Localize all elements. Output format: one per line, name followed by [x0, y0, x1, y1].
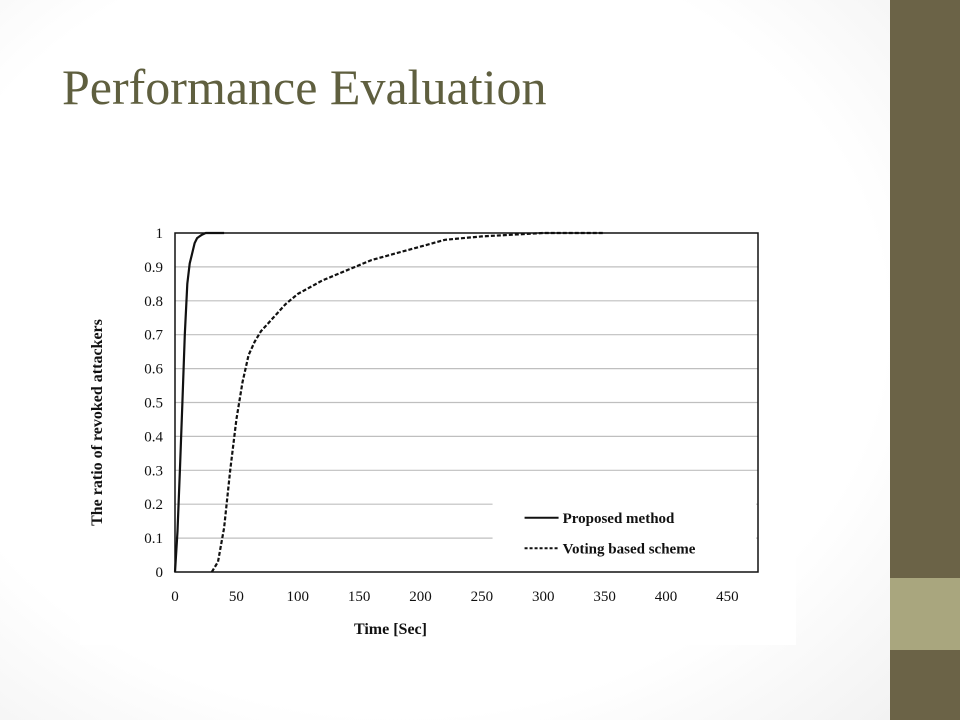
sidebar-bottom-block	[890, 650, 960, 720]
chart-background	[80, 195, 796, 645]
x-tick-label: 450	[716, 589, 739, 605]
legend-label-voting-based-scheme: Voting based scheme	[563, 541, 696, 557]
sidebar-accent-block	[890, 578, 960, 650]
x-tick-label: 50	[229, 589, 244, 605]
y-tick-label: 0	[156, 565, 164, 581]
y-tick-label: 0.5	[144, 396, 163, 412]
legend-background	[492, 497, 756, 569]
x-axis-label: Time [Sec]	[354, 621, 427, 638]
gridlines	[175, 266, 758, 539]
x-tick-label: 250	[471, 589, 494, 605]
slide-title: Performance Evaluation	[62, 59, 547, 115]
y-tick-label: 0.6	[144, 362, 163, 378]
x-tick-label: 100	[286, 589, 309, 605]
chart-container: 0 50 100 150 200 250 300 350 400 450 0 0.1 0.2 0.3 0.…	[80, 195, 796, 645]
x-tick-labels: 0 50 100 150 200 250 300 350 400 450	[171, 589, 738, 605]
legend-label-proposed-method: Proposed method	[563, 511, 675, 527]
x-tick-label: 400	[655, 589, 678, 605]
y-tick-label: 0.7	[144, 328, 163, 344]
y-tick-label: 0.3	[144, 463, 163, 479]
sidebar-top-block	[890, 0, 960, 578]
y-tick-label: 0.2	[144, 497, 163, 513]
y-axis-label: The ratio of revoked attackers	[89, 319, 106, 526]
y-tick-label: 0.4	[144, 429, 163, 445]
decorative-sidebar	[890, 0, 960, 720]
y-tick-label: 0.8	[144, 294, 163, 310]
x-tick-label: 300	[532, 589, 555, 605]
y-tick-labels: 0 0.1 0.2 0.3 0.4 0.5 0.6 0.7 0.8 0.9 1	[144, 226, 163, 581]
line-chart: 0 50 100 150 200 250 300 350 400 450 0 0.1 0.2 0.3 0.…	[80, 195, 796, 645]
y-tick-label: 1	[156, 226, 164, 242]
legend: Proposed method Voting based scheme	[492, 497, 756, 569]
x-tick-label: 350	[593, 589, 616, 605]
plot-frame	[174, 232, 759, 573]
y-tick-label: 0.9	[144, 260, 163, 276]
series-line-voting-based-scheme	[210, 231, 605, 573]
y-tick-label: 0.1	[144, 531, 163, 547]
x-tick-label: 0	[171, 589, 179, 605]
x-tick-label: 150	[348, 589, 371, 605]
x-tick-label: 200	[409, 589, 432, 605]
